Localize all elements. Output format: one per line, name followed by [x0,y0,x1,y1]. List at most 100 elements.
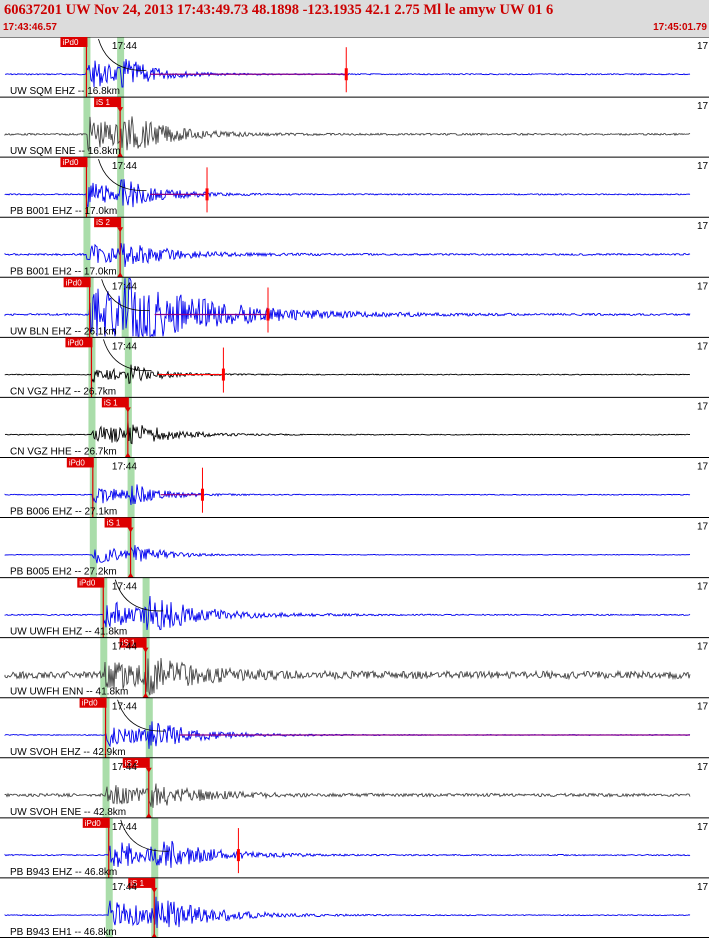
coda-spike-mark [205,188,209,201]
s-pick-band [151,817,159,878]
station-label: PB B005 EH2 -- 27.2km [10,567,117,578]
station-label: CN VGZ HHE -- 26.7km [10,446,117,457]
amplitude-curve [101,279,150,311]
s-pick-arrow [142,647,149,653]
s-pick-band [142,577,150,638]
s-pick-flag [104,517,132,528]
coda-spike-mark [221,368,225,381]
s-pick-label: iS 1 [107,519,121,528]
station-label: UW SVOH EHZ -- 42.9km [10,747,126,758]
s-pick-arrow-bottom [142,692,149,698]
right-time-label: 17 [697,882,709,893]
minute-label: 17:44 [112,41,137,52]
right-time-label: 17 [697,101,709,112]
coda-spike-mark [236,849,240,862]
s-pick-label: iS 1 [104,398,118,407]
minute-label: 17:44 [112,762,137,773]
s-pick-flag [119,637,147,648]
waveform-trace [4,277,691,338]
p-pick-band [88,397,96,458]
p-pick-label: iPd0 [66,278,83,287]
s-pick-flag [122,757,150,768]
p-pick-flag [63,277,91,288]
station-label: UW SQM ENE -- 16.8km [10,146,121,157]
s-pick-arrow [117,227,124,233]
minute-label: 17:44 [112,281,137,292]
p-pick-band [89,517,97,578]
waveform-trace [4,421,691,445]
minute-label: 17:44 [112,341,137,352]
amplitude-curve [98,159,147,191]
p-pick-label: iPd0 [79,579,96,588]
s-pick-flag [94,97,122,108]
right-time-label: 17 [697,341,709,352]
s-pick-flag [128,877,156,888]
waveform-trace [4,364,691,385]
s-pick-arrow [151,887,158,893]
coda-spike-mark [200,488,204,501]
p-pick-label: iPd0 [67,338,84,347]
p-pick-flag [66,457,94,468]
coda-spike-mark [266,308,270,321]
p-pick-flag [79,697,107,708]
p-pick-band [100,637,108,698]
p-pick-band [102,757,110,818]
s-pick-arrow [127,527,134,533]
p-pick-label: iPd0 [62,38,79,47]
waveform-trace [4,783,691,808]
right-time-label: 17 [697,221,709,232]
p-pick-flag [65,337,93,348]
p-pick-flag [60,37,88,47]
amplitude-curve [117,699,166,732]
station-label: UW UWFH ENN -- 41.8km [10,687,128,698]
s-pick-arrow-bottom [145,812,152,818]
s-pick-band [127,457,135,518]
station-label: PB B943 EHZ -- 46.8km [10,867,117,878]
waveform-trace [4,840,691,868]
amplitude-curve [103,339,152,371]
window-end-time: 17:45:01.79 [653,22,707,33]
minute-label: 17:44 [112,461,137,472]
station-label: PB B001 EHZ -- 17.0km [10,206,117,217]
s-pick-arrow-bottom [117,152,124,158]
right-time-label: 17 [697,522,709,533]
station-label: CN VGZ HHZ -- 26.7km [10,386,116,397]
waveform-trace [4,595,691,631]
title-bar: 60637201 UW Nov 24, 2013 17:43:49.73 48.… [0,0,709,37]
waveform-trace [4,179,691,208]
p-pick-flag [82,817,110,828]
p-pick-flag [60,157,88,168]
s-pick-arrow-bottom [124,452,131,458]
event-title: 60637201 UW Nov 24, 2013 17:43:49.73 48.… [4,2,554,18]
s-pick-label: iS 1 [96,98,110,107]
amplitude-curve [120,819,169,852]
right-time-label: 17 [697,281,709,292]
s-pick-label: iS 1 [122,639,136,648]
waveform-trace [4,545,691,564]
minute-label: 17:44 [112,582,137,593]
right-time-label: 17 [697,582,709,593]
p-pick-flag [77,577,105,588]
waveform-trace [4,484,691,506]
waveform-trace [4,657,691,696]
right-time-label: 17 [697,642,709,653]
s-pick-arrow-bottom [151,933,158,938]
s-pick-arrow [117,107,124,113]
s-pick-flag [101,397,129,408]
right-time-label: 17 [697,702,709,713]
right-time-label: 17 [697,822,709,833]
waveform-trace [4,116,691,153]
right-time-label: 17 [697,161,709,172]
p-pick-label: iPd0 [62,158,79,167]
s-pick-band [117,37,125,98]
station-label: UW BLN EHZ -- 26.1km [10,326,117,337]
s-pick-band [145,697,153,758]
station-label: UW UWFH EHZ -- 41.8km [10,627,127,638]
station-label: PB B006 EHZ -- 27.1km [10,507,117,518]
s-pick-arrow [145,767,152,773]
p-pick-band [83,97,91,158]
s-pick-arrow [124,407,131,413]
station-label: PB B943 EH1 -- 46.8km [10,927,117,938]
minute-label: 17:44 [112,882,137,893]
